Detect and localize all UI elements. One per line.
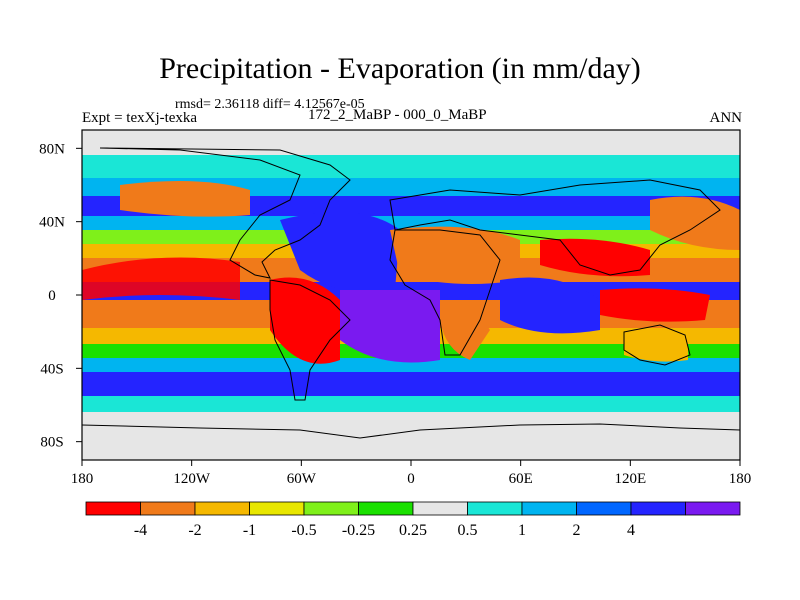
colorbar-swatch [412,501,468,516]
field-maritime-dry [600,288,710,322]
colorbar-swatch [85,501,141,516]
field-antarctic-neutral [82,412,740,460]
colorbar-swatch [249,501,305,516]
lat-tick-label: 0 [48,288,56,304]
field-north-pacific-dry [650,196,740,250]
field-south-cyan [82,396,740,414]
lat-tick-label: 40N [39,215,65,231]
lon-tick-label: 120E [614,471,646,487]
lon-tick-label: 60E [509,471,533,487]
colorbar-swatch [521,501,577,516]
experiment-label: Expt = texXj-texka [82,110,198,126]
coastline-africa [389,229,501,356]
longitude-axis: 180 120W 60W 0 60E 120E 180 [71,460,752,487]
coastline-north-america [99,147,351,279]
colorbar-swatch [303,501,359,516]
lat-tick-label: 40S [40,361,63,377]
colorbar-label: 2 [573,522,581,539]
comparison-label: 172_2_MaBP - 000_0_MaBP [308,107,487,123]
colorbar-label: 0.25 [399,522,427,539]
field-australia-yellow [624,328,688,362]
colorbar-swatch [467,501,523,516]
field-indian-ocean-wet [500,277,600,334]
colorbar-label: 4 [627,522,635,539]
colorbar: -4 -2 -1 -0.5 -0.25 0.25 0.5 1 2 4 [85,501,741,539]
map-field [82,130,740,460]
colorbar-swatch [194,501,250,516]
field-south-asia-dry [540,238,650,277]
colorbar-swatch [576,501,632,516]
field-south-america-dry [270,277,340,364]
latitude-axis: 80N 40N 0 40S 80S [39,141,82,451]
chart-title: Precipitation - Evaporation (in mm/day) [159,52,641,85]
colorbar-label: 1 [518,522,526,539]
colorbar-label: 0.5 [458,522,478,539]
colorbar-swatch [685,501,741,516]
stats-line: rmsd= 2.36118 diff= 4.12567e-05 [175,97,365,112]
lon-tick-label: 120W [173,471,211,487]
coastline-eurasia [389,179,721,276]
field-south-atlantic-wet [340,290,440,363]
field-east-pacific-dry [82,257,240,300]
colorbar-label: -4 [134,522,147,539]
lon-tick-label: 0 [407,471,415,487]
coastline-australia [623,324,691,366]
colorbar-label: -1 [243,522,256,539]
coastlines [82,147,740,439]
lon-tick-label: 60W [287,471,317,487]
colorbar-label: -2 [188,522,201,539]
colorbar-label: -0.25 [342,522,375,539]
coastline-antarctica [82,423,740,439]
lon-tick-label: 180 [71,471,94,487]
lat-tick-label: 80S [40,435,63,451]
field-south-lightblue [82,358,740,376]
field-north-america-dry [120,181,250,217]
colorbar-swatch [630,501,686,516]
lat-tick-label: 80N [39,141,65,157]
lon-tick-label: 180 [729,471,752,487]
field-southern-storm-track [82,372,740,398]
field-sahara-dry [390,226,520,284]
colorbar-swatch [140,501,196,516]
colorbar-swatch [358,501,414,516]
season-label: ANN [709,110,743,126]
colorbar-label: -0.5 [291,522,316,539]
coastline-south-america [269,279,351,401]
field-south-africa-dry [440,300,490,360]
